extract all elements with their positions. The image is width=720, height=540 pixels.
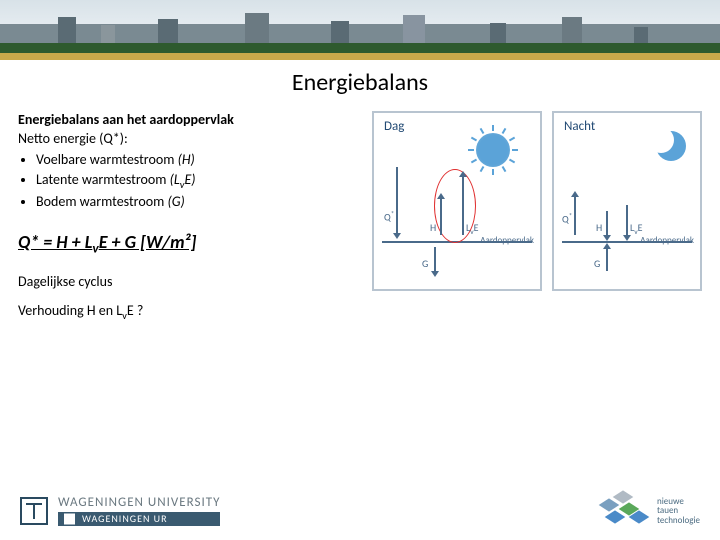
arrow-Q* — [396, 167, 398, 233]
moon-icon — [656, 131, 686, 161]
wu-line1: WAGENINGEN UNIVERSITY — [58, 496, 220, 509]
arrow-H — [606, 211, 608, 235]
list-item: Latente warmtestroom (LvE) — [36, 171, 360, 192]
wageningen-logo: WAGENINGEN UNIVERSITY WAGENINGEN UR — [20, 496, 220, 526]
netto-line: Netto energie (Q*): — [18, 130, 360, 149]
arrow-label-Q*: Q* — [384, 209, 394, 223]
arrow-label-H: H — [430, 221, 436, 234]
arrow-label-G: G — [594, 257, 600, 270]
arrow-label-H: H — [596, 221, 602, 234]
diagram-label: Nacht — [564, 119, 595, 134]
ground-label: Aardoppervlak — [480, 235, 534, 246]
wageningen-mark-icon — [20, 497, 48, 525]
content-row: Energiebalans aan het aardoppervlak Nett… — [0, 111, 720, 323]
arrow-label-G: G — [422, 257, 428, 270]
diagrams: Dag Aardoppervlak Q* H LvE G Nacht Aardoppervl… — [372, 111, 702, 323]
arrow-LvE — [626, 205, 628, 235]
formula: Q* = H + LvE + G [W/m²] — [18, 230, 360, 258]
note-cyclus: Dagelijkse cyclus — [18, 273, 360, 292]
arrow-G — [434, 247, 436, 271]
ground-label: Aardoppervlak — [640, 235, 694, 246]
arrow-label-LvE: LvE — [630, 221, 643, 237]
arrow-label-LvE: LvE — [466, 221, 479, 237]
sun-icon — [476, 133, 510, 167]
arrow-Q* — [574, 197, 576, 235]
diagram-night: Nacht Aardoppervlak Q* H LvE G — [552, 111, 702, 291]
arrow-LvE — [462, 177, 464, 235]
note-verhouding: Verhouding H en LvE ? — [18, 302, 360, 323]
diagram-label: Dag — [384, 119, 404, 134]
header-banner — [0, 0, 720, 60]
list-item: Voelbare warmtestroom (H) — [36, 151, 360, 170]
text-column: Energiebalans aan het aardoppervlak Nett… — [18, 111, 360, 323]
arrow-G — [606, 249, 608, 271]
footer: WAGENINGEN UNIVERSITY WAGENINGEN UR nieu… — [0, 482, 720, 540]
arrow-H — [440, 199, 442, 235]
cubes-icon — [603, 491, 651, 531]
wu-line2: WAGENINGEN UR — [58, 512, 220, 526]
list-item: Bodem warmtestroom (G) — [36, 193, 360, 212]
arrow-label-Q*: Q* — [562, 211, 572, 225]
nt-logo: nieuwe tauen technologie — [603, 491, 700, 531]
page-title: Energiebalans — [0, 68, 720, 97]
diagram-day: Dag Aardoppervlak Q* H LvE G — [372, 111, 542, 291]
subheading: Energiebalans aan het aardoppervlak — [18, 111, 360, 130]
title-area: Energiebalans — [0, 60, 720, 111]
nt-text: nieuwe tauen technologie — [657, 497, 700, 525]
bullet-list: Voelbare warmtestroom (H) Latente warmte… — [18, 151, 360, 212]
